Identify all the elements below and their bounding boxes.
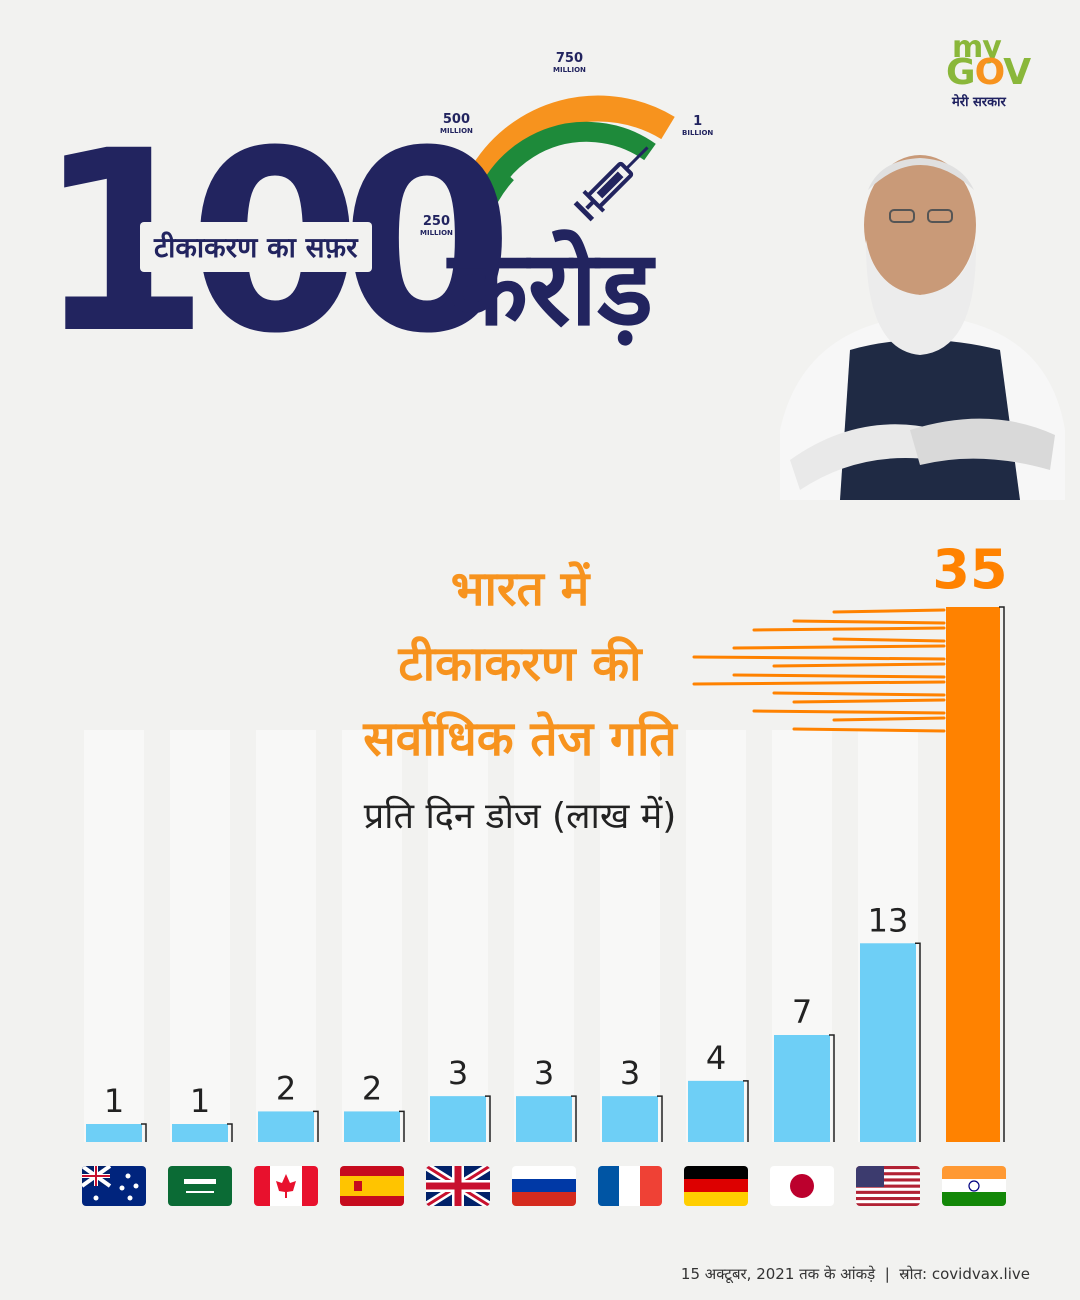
speed-line	[732, 644, 946, 650]
speed-line	[772, 691, 946, 697]
bar-usa	[860, 943, 916, 1142]
bar-track	[686, 730, 746, 1142]
value-label: 2	[276, 1069, 296, 1107]
bar-edge	[999, 606, 1005, 1142]
bar-track	[428, 730, 488, 1142]
footer-note: 15 अक्टूबर, 2021 तक के आंकड़े | स्रोत: c…	[600, 1264, 1030, 1284]
speed-line	[752, 626, 946, 632]
speed-line	[832, 608, 946, 614]
bar-edge	[743, 1080, 749, 1142]
speed-line	[692, 680, 946, 686]
flag-usa-icon	[856, 1166, 920, 1206]
gauge-arc-green-inner	[466, 121, 656, 262]
bar-japan	[774, 1035, 830, 1142]
bar-canada	[258, 1111, 314, 1142]
speed-line	[752, 709, 946, 715]
leader-portrait	[780, 155, 1065, 500]
gauge-label-250: 250 MILLION	[420, 214, 453, 237]
mygov-logo-subtitle: मेरी सरकार	[952, 95, 1006, 110]
headline-line-1: भारत में	[450, 561, 590, 617]
headline-line-3: सर्वाधिक तेज गति	[363, 711, 677, 767]
bar-spain	[344, 1111, 400, 1142]
bar-edge	[485, 1095, 491, 1142]
crore-word: करोड़	[448, 227, 653, 349]
value-label: 7	[792, 993, 812, 1031]
headline-line-2: टीकाकरण की	[398, 636, 642, 692]
bar-saudi-arabia	[172, 1124, 228, 1142]
bar-edge	[657, 1095, 663, 1142]
bar-track	[514, 730, 574, 1142]
value-label: 3	[448, 1054, 468, 1092]
flag-germany-icon	[684, 1166, 748, 1206]
bar-australia	[86, 1124, 142, 1142]
speed-line	[832, 716, 946, 722]
value-label-highlight: 35	[932, 538, 1007, 601]
mygov-logo-gov: GOV	[946, 52, 1031, 93]
journey-label: टीकाकरण का सफ़र	[140, 222, 372, 272]
bar-track	[170, 730, 230, 1142]
value-label: 13	[868, 901, 909, 939]
gauge-label-1b: 1 BILLION	[682, 114, 714, 137]
speed-line	[692, 655, 946, 661]
data-source: स्रोत: covidvax.live	[899, 1265, 1030, 1283]
value-label: 3	[620, 1054, 640, 1092]
value-label: 1	[104, 1082, 124, 1120]
syringe-icon	[573, 146, 649, 222]
bar-track	[84, 730, 144, 1142]
bar-edge	[313, 1110, 319, 1142]
bar-edge	[227, 1123, 233, 1142]
footer-separator: |	[884, 1265, 890, 1283]
bar-edge	[829, 1034, 835, 1142]
speed-line	[792, 698, 946, 704]
bar-track	[342, 730, 402, 1142]
speed-line	[792, 727, 946, 733]
bar-track	[600, 730, 660, 1142]
speed-line	[732, 673, 946, 679]
flag-france-icon	[598, 1166, 662, 1206]
flag-spain-icon	[340, 1166, 404, 1206]
bar-united-kingdom	[430, 1096, 486, 1142]
flag-russia-icon	[512, 1166, 576, 1206]
value-label: 1	[190, 1082, 210, 1120]
speedometer-gauge	[457, 95, 675, 266]
mygov-logo-my: my	[952, 30, 1002, 65]
value-label: 3	[534, 1054, 554, 1092]
flag-australia-icon	[82, 1166, 146, 1206]
bar-edge	[915, 942, 921, 1142]
flag-japan-icon	[770, 1166, 834, 1206]
data-date-note: 15 अक्टूबर, 2021 तक के आंकड़े	[680, 1265, 876, 1283]
bar-edge	[141, 1123, 147, 1142]
chart-subtitle: प्रति दिन डोज (लाख में)	[363, 796, 677, 837]
gauge-arc-orange	[468, 95, 675, 185]
flag-canada-icon	[254, 1166, 318, 1206]
gauge-label-750: 750 MILLION	[553, 51, 586, 74]
bar-france	[602, 1096, 658, 1142]
flag-saudi-arabia-icon	[168, 1166, 232, 1206]
speed-line	[832, 637, 946, 643]
bar-track	[256, 730, 316, 1142]
speed-line	[792, 619, 946, 625]
bar-india	[946, 607, 1000, 1142]
bar-germany	[688, 1080, 744, 1142]
value-label: 4	[706, 1039, 726, 1077]
value-label: 2	[362, 1069, 382, 1107]
flag-india-icon	[942, 1166, 1006, 1206]
speed-line	[772, 662, 946, 668]
bar-russia	[516, 1096, 572, 1142]
bar-edge	[571, 1095, 577, 1142]
flag-united-kingdom-icon	[426, 1166, 490, 1206]
gauge-label-500: 500 MILLION	[440, 112, 473, 135]
bar-edge	[399, 1110, 405, 1142]
